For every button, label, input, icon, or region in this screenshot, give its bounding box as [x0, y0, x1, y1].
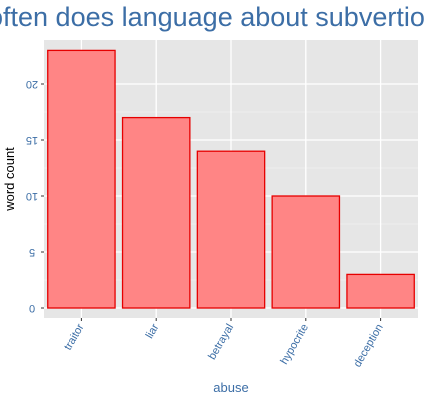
bar-deception [346, 273, 415, 309]
x-axis-ticks: traitor liar betrayal hypocrite deception [62, 318, 386, 369]
x-tick-label: traitor [62, 322, 87, 353]
x-tick-label: hypocrite [278, 322, 311, 367]
x-axis-label: abuse [213, 380, 248, 395]
bar-hypocrite [271, 195, 341, 309]
y-axis-ticks: 0 5 10 15 20 [26, 78, 44, 314]
y-tick-label: 15 [26, 134, 38, 146]
x-tick-label: liar [144, 322, 162, 341]
bar-betrayal [196, 150, 266, 309]
y-tick-label: 5 [29, 246, 35, 258]
y-tick-label: 0 [29, 302, 35, 314]
chart-title: often does language about subvertio [0, 2, 425, 32]
x-tick-label: deception [352, 322, 386, 369]
y-axis-label: word count [2, 147, 17, 212]
y-tick-label: 10 [26, 190, 38, 202]
x-tick-label: betrayal [206, 322, 236, 362]
bar-traitor [47, 49, 116, 309]
y-tick-label: 20 [26, 78, 38, 90]
bars [47, 49, 415, 309]
bar-liar [121, 116, 191, 309]
